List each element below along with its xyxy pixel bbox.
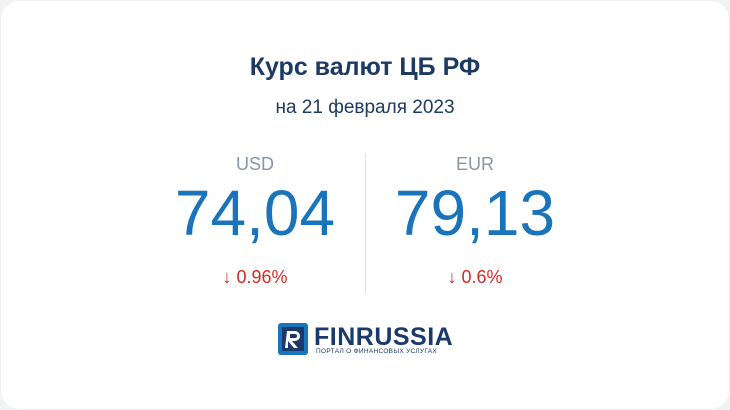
currency-change: ↓ 0.96%: [222, 267, 288, 287]
title: Курс валют ЦБ РФ: [249, 53, 481, 81]
logo-name: FINRUSSIA: [314, 323, 454, 351]
currency-value: 79,13: [394, 177, 556, 249]
logo-letter: [285, 331, 300, 348]
subtitle: на 21 февраля 2023: [275, 97, 455, 118]
currency-code: USD: [235, 154, 275, 174]
divider: [365, 153, 366, 293]
logo-tagline: ПОРТАЛ О ФИНАНСОВЫХ УСЛУГАХ: [316, 348, 437, 355]
currency-change: ↓ 0.6%: [447, 267, 503, 287]
currency-value: 74,04: [174, 177, 336, 249]
logo-icon: [278, 323, 308, 355]
currency-code: EUR: [455, 154, 495, 174]
